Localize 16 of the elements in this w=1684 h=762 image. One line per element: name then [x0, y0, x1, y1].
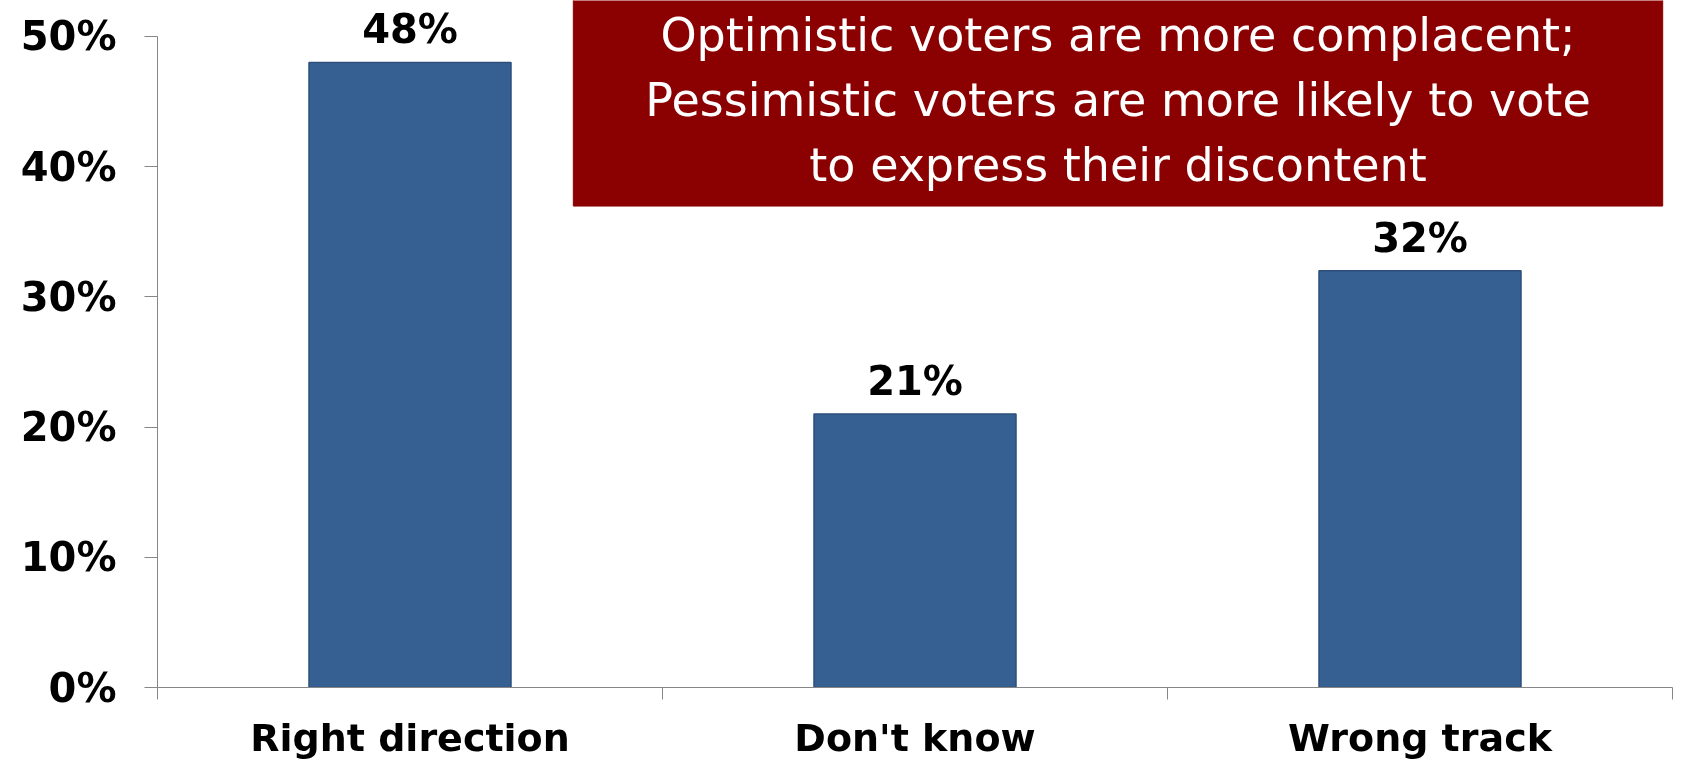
x-tick-label: Right direction	[250, 715, 570, 760]
data-label: 48%	[362, 6, 458, 53]
y-tick-label: 10%	[20, 534, 117, 581]
bar	[308, 61, 512, 688]
bar	[1318, 270, 1522, 688]
y-tick-label: 20%	[20, 404, 117, 451]
y-tick-label: 30%	[20, 273, 117, 320]
data-label: 21%	[867, 358, 963, 405]
x-tick-label: Wrong track	[1288, 715, 1553, 760]
y-tick-label: 0%	[48, 664, 117, 711]
bar	[813, 413, 1017, 688]
y-tick-label: 50%	[20, 13, 117, 60]
data-label: 32%	[1372, 214, 1468, 261]
annotation: Optimistic voters are more complacent; Pessimistic voters are more likely to vote to express their discontent	[645, 8, 1591, 193]
y-tick-label: 40%	[20, 143, 117, 190]
x-tick-label: Don't know	[794, 715, 1036, 760]
